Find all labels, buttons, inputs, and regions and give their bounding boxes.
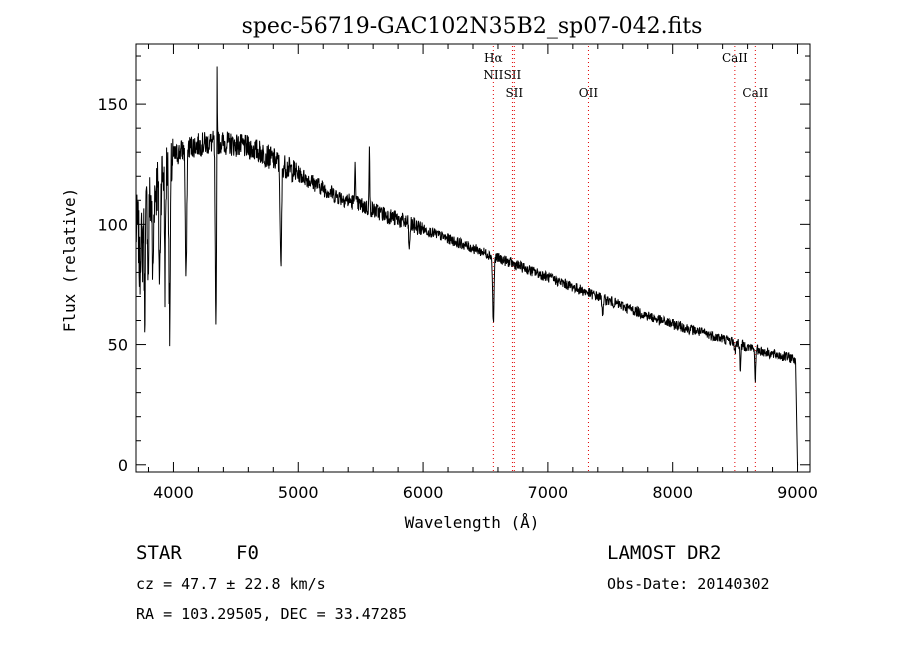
emission-line-label: NII (483, 68, 503, 82)
obs-date: Obs-Date: 20140302 (607, 575, 770, 593)
plot-frame (135, 43, 811, 473)
y-tick-label: 0 (118, 456, 128, 475)
y-axis: 0 50 100 150 (97, 55, 810, 475)
x-tick-label: 7000 (528, 483, 569, 502)
y-tick-label: 100 (97, 215, 128, 234)
y-axis-label: Flux (relative) (60, 188, 79, 333)
spectrum-line (135, 66, 799, 466)
emission-line-label: SII (505, 86, 523, 100)
x-tick-label: 6000 (403, 483, 444, 502)
chart-title: spec-56719-GAC102N35B2_sp07-042.fits (242, 14, 703, 39)
x-axis: 4000 5000 6000 7000 8000 9000 (147, 44, 818, 502)
y-tick-label: 50 (108, 336, 128, 355)
x-tick-label: 5000 (278, 483, 319, 502)
x-tick-label: 9000 (777, 483, 818, 502)
emission-line-label: OII (579, 86, 599, 100)
redshift-text: cz = 47.7 ± 22.8 km/s (136, 575, 326, 593)
coordinates-text: RA = 103.29505, DEC = 33.47285 (136, 605, 407, 623)
x-tick-label: 4000 (153, 483, 194, 502)
emission-line-label: Hα (484, 51, 503, 65)
x-axis-label: Wavelength (Å) (405, 513, 540, 532)
emission-line-label: CaII (722, 51, 748, 65)
emission-line-label: CaII (742, 86, 768, 100)
x-tick-label: 8000 (652, 483, 693, 502)
object-type: STAR (136, 542, 182, 564)
survey-name: LAMOST DR2 (607, 542, 721, 564)
emission-line-label: SII (504, 68, 522, 82)
emission-lines: Hα NII SII SII OII CaII CaII (483, 46, 768, 472)
y-tick-label: 150 (97, 95, 128, 114)
subclass: F0 (236, 542, 259, 564)
